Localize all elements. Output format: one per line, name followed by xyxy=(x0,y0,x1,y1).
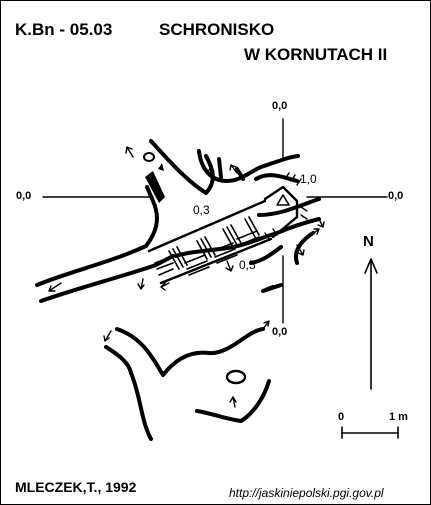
hatching-marks xyxy=(154,216,260,276)
wall-drop-tick xyxy=(261,283,283,293)
author-credit: MLECZEK,T., 1992 xyxy=(15,479,137,495)
datum-label-right: 0,0 xyxy=(388,190,404,202)
datum-cross-lines xyxy=(42,118,388,324)
depth-label-0-3: 0,3 xyxy=(193,203,210,217)
depth-label-1-0: 1,0 xyxy=(300,172,317,186)
north-arrow xyxy=(364,258,378,390)
cave-walls xyxy=(35,139,321,441)
rock-small xyxy=(143,152,155,162)
cave-name-line2: W KORNUTACH II xyxy=(244,45,388,64)
boulder-wedge xyxy=(145,171,165,203)
hatched-band-edges xyxy=(147,185,299,285)
solid-features xyxy=(145,163,165,203)
wall-entrance-bottom xyxy=(257,197,321,217)
wall-spur-2 xyxy=(235,167,245,181)
cave-code: K.Bn - 05.03 xyxy=(15,20,113,39)
datum-label-bottom: 0,0 xyxy=(272,326,288,338)
datum-label-top: 0,0 xyxy=(272,100,288,112)
wall-upper-right xyxy=(197,149,300,183)
north-label: N xyxy=(363,233,374,250)
cave-name-line1: SCHRONISKO xyxy=(159,20,275,39)
wall-lower-chamber-lip xyxy=(104,345,133,375)
wall-lower-left xyxy=(39,254,175,303)
wall-spur xyxy=(217,157,223,179)
wall-lower-tab xyxy=(249,245,283,265)
scale-start-label: 0 xyxy=(338,411,345,423)
band-edge-top xyxy=(147,199,267,253)
wall-lower-chamber-right xyxy=(195,379,271,423)
entrance-triangle xyxy=(276,194,290,206)
wall-entrance-top xyxy=(254,173,299,183)
wall-upper-left xyxy=(35,185,159,287)
wall-lower-chamber-top xyxy=(115,327,265,377)
depth-label-0-5: 0,5 xyxy=(239,258,256,272)
flow-arrows xyxy=(48,146,325,408)
scale-bar xyxy=(341,426,399,439)
scale-end-label: 1 m xyxy=(389,411,408,423)
source-url: http://jaskiniepolski.pgi.gov.pl xyxy=(229,486,384,500)
ceiling-ticks xyxy=(264,172,308,240)
boulder-chip xyxy=(158,163,164,171)
wall-lower-chamber-left xyxy=(129,371,153,441)
datum-label-left: 0,0 xyxy=(16,190,32,202)
wall-lower-hook xyxy=(294,231,315,265)
entrance-outline xyxy=(263,185,299,239)
rock-lower-chamber xyxy=(225,369,247,385)
band-edge-bottom xyxy=(159,237,273,285)
